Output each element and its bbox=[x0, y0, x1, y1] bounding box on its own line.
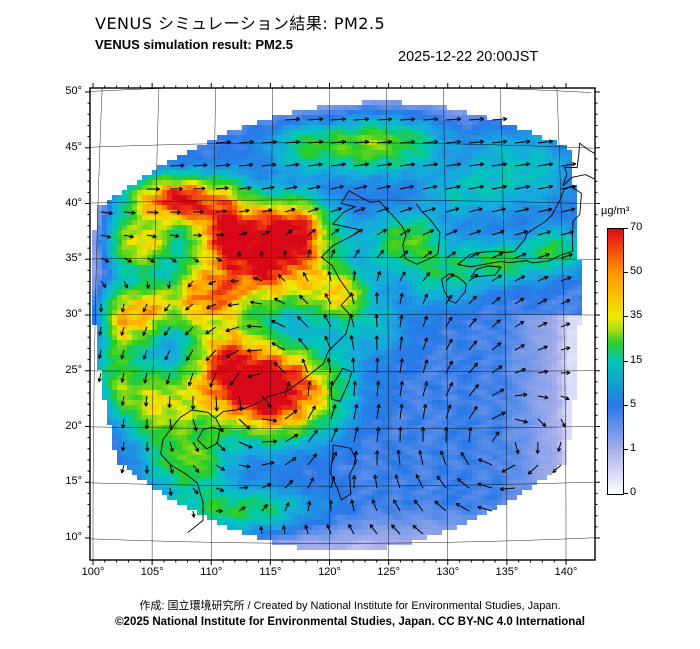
lat-tick-label: 50° bbox=[65, 85, 82, 97]
lat-tick-label: 45° bbox=[65, 140, 82, 153]
colorbar-tick-label: 70 bbox=[630, 221, 643, 233]
lon-tick-label: 100° bbox=[81, 566, 105, 578]
colorbar-tick bbox=[623, 448, 628, 450]
colorbar-tick bbox=[623, 404, 628, 406]
lat-tick-label: 30° bbox=[65, 308, 82, 320]
lon-tick-label: 120° bbox=[318, 566, 341, 578]
copyright-line: ©2025 National Institute for Environment… bbox=[115, 616, 585, 628]
lat-tick-label: 40° bbox=[65, 196, 82, 209]
colorbar-tick-label: 0 bbox=[630, 486, 637, 498]
lon-tick-label: 115° bbox=[259, 566, 282, 578]
colorbar-tick bbox=[623, 228, 628, 229]
colorbar-tick-label: 1 bbox=[630, 441, 637, 454]
lon-tick-label: 110° bbox=[200, 566, 223, 578]
colorbar-unit-label: µg/m³ bbox=[601, 205, 630, 217]
lat-tick-label: 25° bbox=[65, 363, 82, 376]
lat-tick-label: 15° bbox=[65, 475, 82, 488]
colorbar-tick-label: 15 bbox=[630, 353, 643, 366]
credit-line: 作成: 国立環境研究所 / Created by National Instit… bbox=[139, 600, 561, 612]
colorbar-tick bbox=[623, 360, 628, 362]
colorbar-tick-label: 35 bbox=[630, 309, 643, 322]
colorbar-tick-label: 5 bbox=[630, 397, 637, 410]
colorbar-tick bbox=[623, 316, 628, 318]
colorbar-tick bbox=[623, 272, 628, 274]
lon-tick-label: 105° bbox=[140, 566, 164, 578]
lat-tick-label: 20° bbox=[65, 419, 82, 432]
colorbar-gradient bbox=[607, 228, 624, 495]
lat-tick-label: 10° bbox=[65, 531, 82, 543]
lon-tick-label: 125° bbox=[377, 566, 400, 578]
lon-tick-label: 140° bbox=[554, 566, 578, 578]
colorbar-tick-label: 50 bbox=[630, 265, 643, 278]
lon-tick-label: 130° bbox=[436, 566, 460, 578]
colorbar-tick bbox=[623, 493, 628, 494]
lat-tick-label: 35° bbox=[65, 252, 82, 265]
lon-tick-label: 135° bbox=[495, 566, 519, 578]
